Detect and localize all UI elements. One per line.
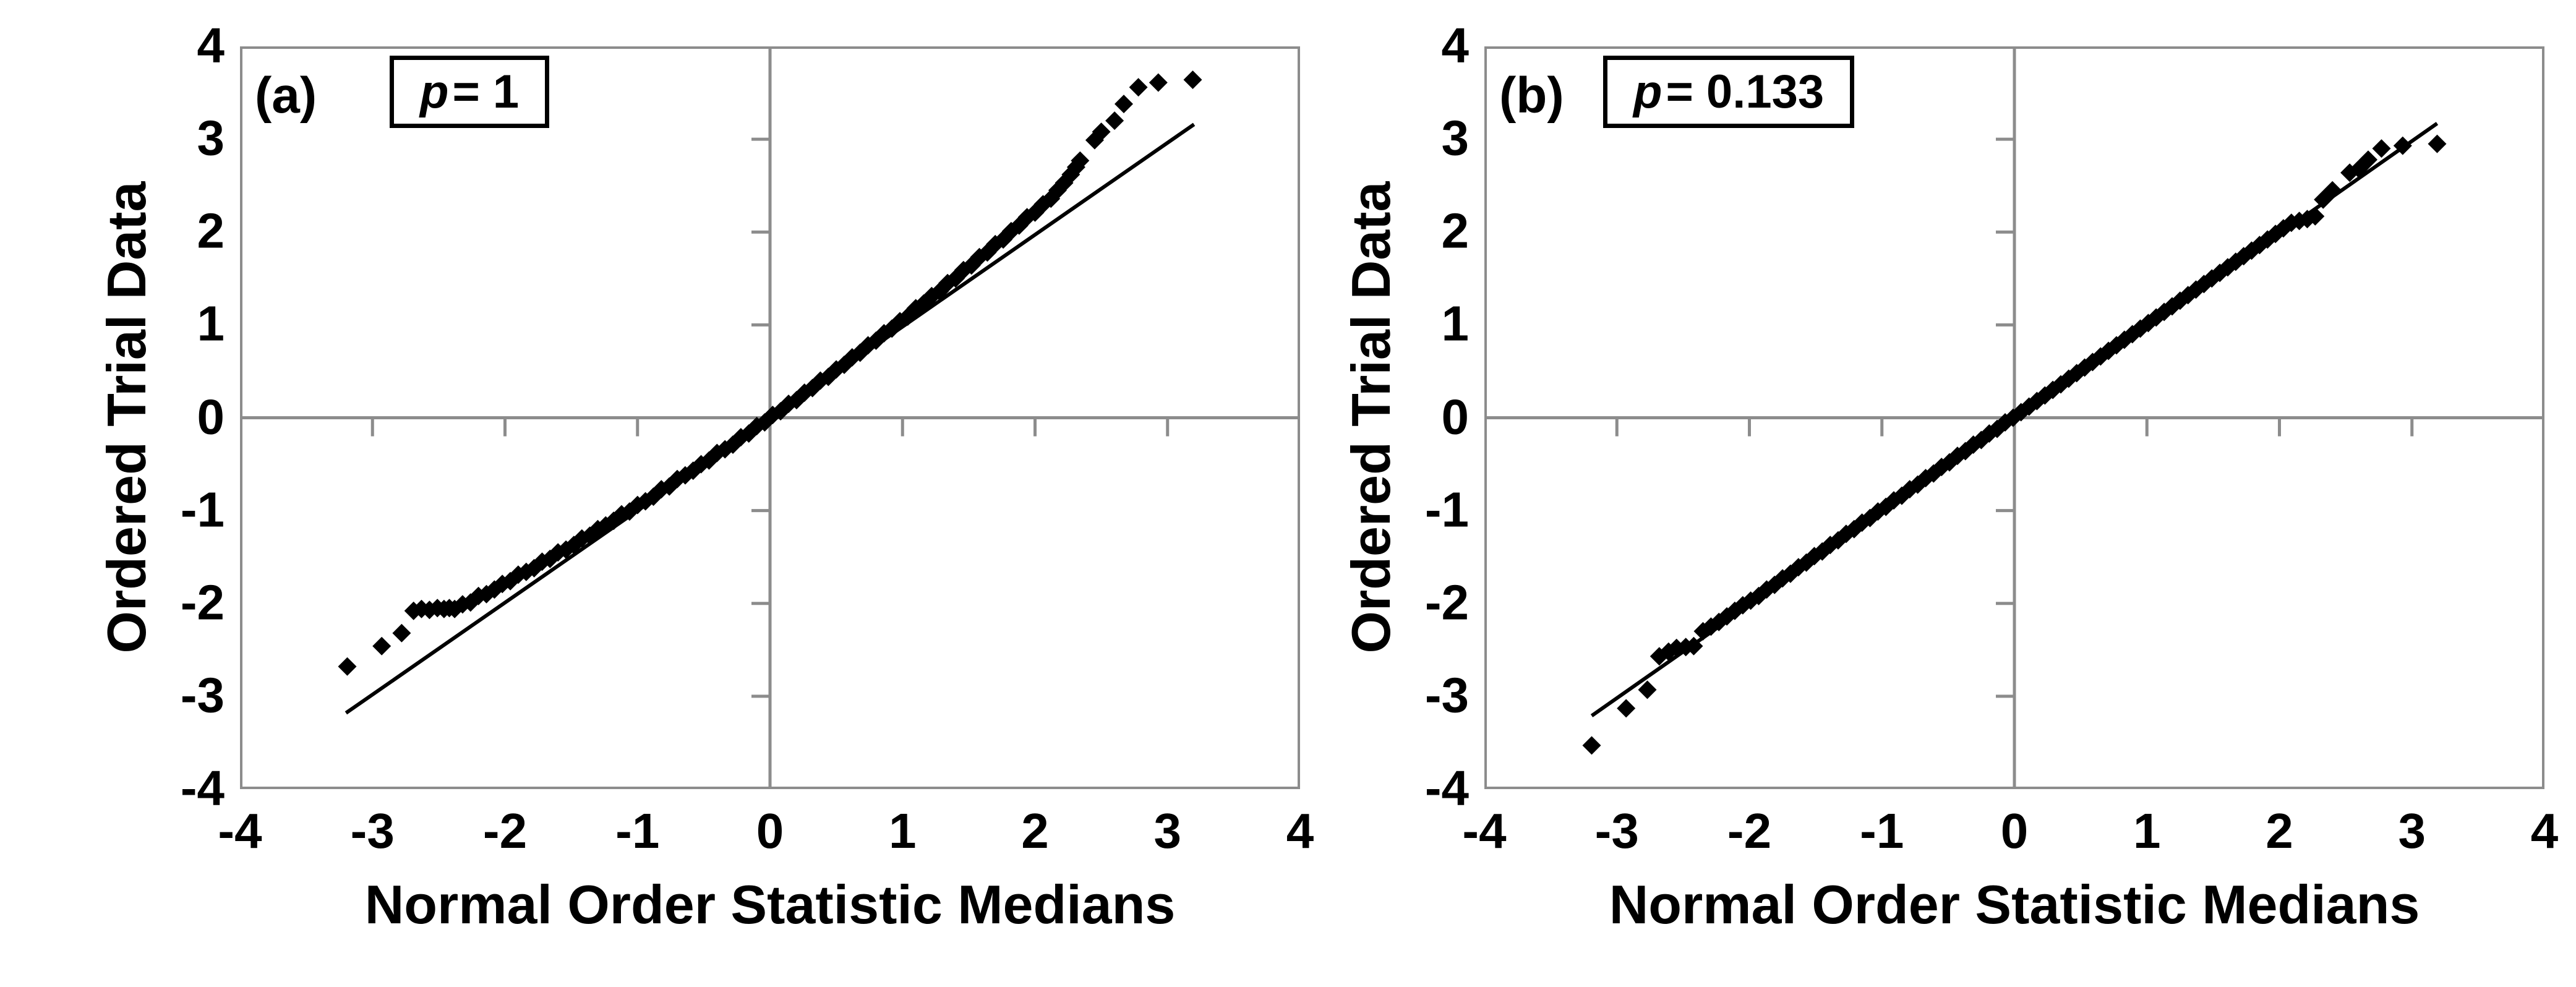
y-tick-label: -2 (180, 575, 225, 630)
x-tick-label: -3 (350, 803, 395, 858)
y-tick-label: 0 (1441, 388, 1470, 444)
x-tick-label: 3 (2398, 803, 2426, 858)
x-tick-label: 2 (2266, 803, 2293, 858)
annotation-value: = 1 (452, 66, 520, 118)
x-tick-label: 3 (1153, 803, 1182, 858)
x-tick-label: -4 (1462, 803, 1507, 858)
y-tick-label: 0 (197, 388, 225, 444)
plot-area (240, 46, 1300, 789)
x-tick-label: -1 (1860, 803, 1904, 858)
x-tick-label: 1 (889, 803, 917, 858)
x-axis-title: Normal Order Statistic Medians (1609, 874, 2420, 935)
annotation-box: p= 0.133 (1603, 56, 1855, 128)
y-tick-label: -2 (1424, 575, 1469, 630)
y-tick-label: 2 (197, 203, 225, 258)
y-tick-label: 1 (1441, 296, 1470, 351)
x-tick-label: 4 (2530, 803, 2559, 858)
y-tick-label: -3 (1424, 667, 1469, 723)
annotation-box: p= 1 (390, 56, 550, 128)
data-points (338, 70, 1202, 676)
y-tick-label: 2 (1441, 203, 1470, 258)
x-axis-title: Normal Order Statistic Medians (364, 874, 1176, 935)
annotation-p-symbol: p (420, 66, 449, 118)
y-tick-label: 3 (197, 110, 225, 166)
x-tick-label: -4 (218, 803, 262, 858)
panel-label: (a) (255, 67, 317, 124)
x-tick-label: 2 (1021, 803, 1049, 858)
y-tick-label: 1 (197, 296, 225, 351)
annotation-p-symbol: p (1633, 66, 1662, 118)
y-tick-label: -4 (180, 760, 225, 816)
x-tick-label: 0 (756, 803, 784, 858)
y-tick-label: -3 (180, 667, 225, 723)
annotation-value: = 0.133 (1666, 66, 1825, 118)
y-tick-label: -1 (1424, 482, 1469, 537)
x-tick-label: -3 (1594, 803, 1639, 858)
scatter-series (338, 70, 1202, 676)
x-tick-label: -2 (482, 803, 528, 858)
x-tick-label: 4 (1286, 803, 1314, 858)
panel-label: (b) (1499, 67, 1564, 124)
x-tick-label: 1 (2133, 803, 2161, 858)
x-tick-label: -1 (615, 803, 660, 858)
y-tick-label: 4 (197, 17, 225, 73)
x-tick-label: -2 (1727, 803, 1772, 858)
x-tick-label: 0 (2000, 803, 2029, 858)
y-tick-label: 3 (1441, 110, 1470, 166)
y-tick-label: 4 (1441, 17, 1470, 73)
y-tick-label: -4 (1424, 760, 1469, 816)
plot-area (1484, 46, 2544, 789)
y-tick-label: -1 (180, 482, 225, 537)
